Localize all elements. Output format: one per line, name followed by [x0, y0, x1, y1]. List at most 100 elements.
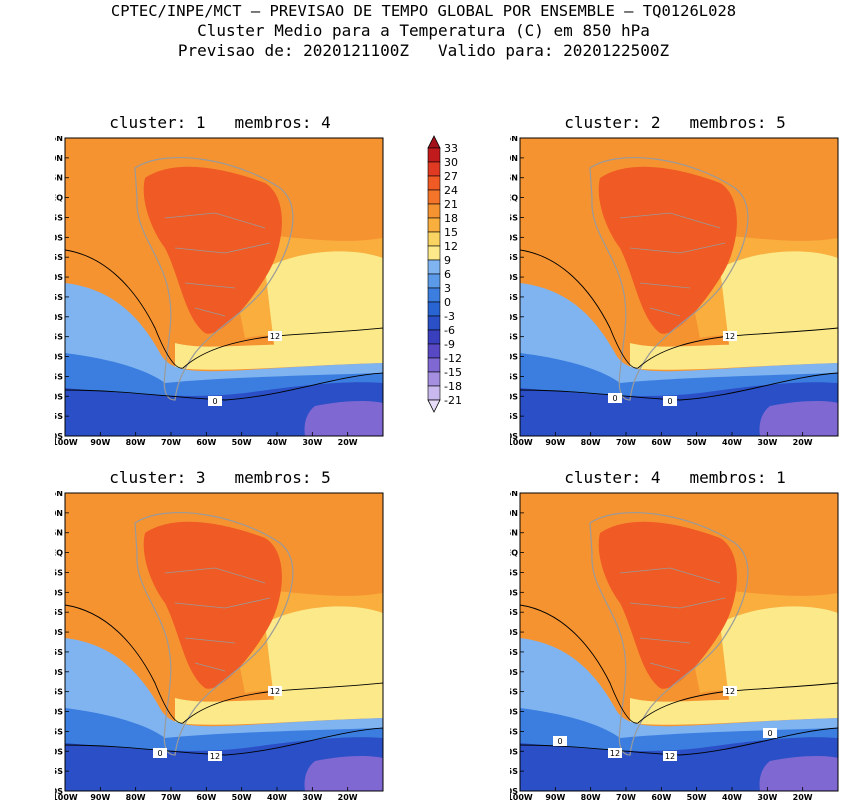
- lat-tick-label: 45S: [510, 372, 518, 381]
- lon-tick-label: 90W: [90, 438, 110, 446]
- country-border: [194, 307, 226, 317]
- lat-tick-label: 50S: [55, 747, 63, 756]
- country-border: [629, 242, 726, 254]
- lon-tick-label: 50W: [687, 793, 707, 801]
- lon-tick-label: 60W: [651, 793, 671, 801]
- lon-tick-label: 20W: [338, 438, 358, 446]
- lon-tick-label: 70W: [161, 438, 181, 446]
- colorbar-level-label: -15: [444, 366, 462, 379]
- colorbar-top-arrow: [427, 135, 441, 149]
- map-frame: [64, 492, 384, 792]
- lon-tick-label: 30W: [302, 793, 322, 801]
- temperature-band: [265, 606, 383, 708]
- contour-12: [64, 249, 384, 369]
- lat-tick-label: 30S: [510, 668, 518, 677]
- lat-tick-label: 35S: [55, 688, 63, 697]
- panel-title: cluster: 1 membros: 4: [109, 113, 331, 132]
- temperature-map: 12 12 0 15N 10N 5N EQ 5S 10S 15S 20S 25S 30S 35S 40S 45…: [55, 491, 384, 801]
- lat-tick-label: 60S: [55, 787, 63, 796]
- lat-tick-label: 35S: [510, 688, 518, 697]
- lat-tick-label: 5N: [55, 174, 63, 183]
- colorbar-level-label: 9: [444, 254, 451, 267]
- lon-tick-label: 30W: [757, 438, 777, 446]
- country-border: [164, 212, 266, 229]
- lon-tick-label: 60W: [651, 438, 671, 446]
- lat-tick-label: 40S: [510, 708, 518, 717]
- colorbar-level-label: 0: [444, 296, 451, 309]
- lon-tick-label: 60W: [196, 793, 216, 801]
- lat-tick-label: 15S: [510, 608, 518, 617]
- lat-tick-label: 50S: [510, 747, 518, 756]
- lat-tick-label: 25S: [510, 293, 518, 302]
- lat-tick-label: 50S: [55, 392, 63, 401]
- lon-tick-label: 90W: [545, 438, 565, 446]
- contour-label: 12: [270, 687, 280, 696]
- lat-tick-label: EQ: [510, 194, 518, 203]
- lat-tick-label: 15S: [55, 253, 63, 262]
- lat-tick-label: 10S: [55, 233, 63, 242]
- contour-label-box: [723, 686, 737, 696]
- lon-tick-label: 70W: [616, 438, 636, 446]
- colorbar-level-label: -3: [444, 310, 455, 323]
- colorbar-swatch: [427, 189, 441, 205]
- country-border: [639, 282, 691, 289]
- colorbar-swatch: [427, 203, 441, 219]
- country-border: [184, 637, 236, 644]
- lat-tick-label: 5S: [510, 568, 518, 577]
- colorbar-swatch: [427, 147, 441, 163]
- contour-label: 0: [767, 729, 772, 738]
- lat-tick-label: 20S: [55, 273, 63, 282]
- temperature-map: 12 12 12 0 0 15N 10N 5N EQ 5S 10S 15S 20S 25S 30S 35S 40…: [510, 491, 839, 801]
- lon-tick-label: 20W: [338, 793, 358, 801]
- lat-tick-label: 45S: [55, 727, 63, 736]
- lat-tick-label: 15S: [55, 608, 63, 617]
- country-border: [174, 597, 271, 609]
- temperature-band: [175, 343, 383, 370]
- contour-label-box: [663, 751, 677, 761]
- colorbar-level-label: 21: [444, 198, 458, 211]
- lon-tick-label: 80W: [581, 438, 601, 446]
- contour-label-box: [208, 396, 222, 406]
- lon-tick-label: 100W: [510, 793, 533, 801]
- header-title-line-2: Cluster Medio para a Temperatura (C) em …: [197, 21, 650, 40]
- colorbar-swatch: [427, 329, 441, 345]
- lat-tick-label: 20S: [510, 628, 518, 637]
- lon-tick-label: 40W: [722, 438, 742, 446]
- colorbar-level-label: -9: [444, 338, 455, 351]
- colorbar-swatch: [427, 245, 441, 261]
- lat-tick-label: 10N: [510, 154, 518, 163]
- panel-title: cluster: 3 membros: 5: [109, 468, 331, 487]
- colorbar-swatch: [427, 231, 441, 247]
- temperature-band: [304, 756, 383, 791]
- country-border: [164, 567, 266, 584]
- lon-tick-label: 30W: [757, 793, 777, 801]
- lat-tick-label: 40S: [55, 353, 63, 362]
- temperature-map: 12 0 15N 10N 5N EQ 5S 10S 15S 20S 25S 30S 35S 40S 45S 5…: [55, 136, 384, 446]
- lat-tick-label: 60S: [510, 787, 518, 796]
- contour-label: 0: [667, 397, 672, 406]
- temperature-band: [598, 166, 737, 334]
- colorbar-level-label: 24: [444, 184, 458, 197]
- contour-label-box: [208, 751, 222, 761]
- colorbar-level-label: 3: [444, 282, 451, 295]
- colorbar-level-label: 30: [444, 156, 458, 169]
- lat-tick-label: 5N: [510, 529, 518, 538]
- contour-label: 0: [612, 394, 617, 403]
- contour-12: [519, 249, 839, 369]
- lat-tick-label: 10S: [510, 588, 518, 597]
- country-border: [629, 597, 726, 609]
- temperature-band: [598, 521, 737, 689]
- colorbar-swatch: [427, 385, 441, 401]
- lat-tick-label: 15N: [55, 491, 63, 498]
- lon-tick-label: 50W: [232, 793, 252, 801]
- colorbar-level-label: -6: [444, 324, 455, 337]
- lat-tick-label: 5S: [55, 213, 63, 222]
- map-frame: [519, 492, 839, 792]
- lat-tick-label: 15N: [510, 491, 518, 498]
- lon-tick-label: 100W: [510, 438, 533, 446]
- country-border: [194, 662, 226, 672]
- lon-tick-label: 90W: [545, 793, 565, 801]
- colorbar-swatch: [427, 161, 441, 177]
- colorbar-level-label: 15: [444, 226, 458, 239]
- lon-tick-label: 90W: [90, 793, 110, 801]
